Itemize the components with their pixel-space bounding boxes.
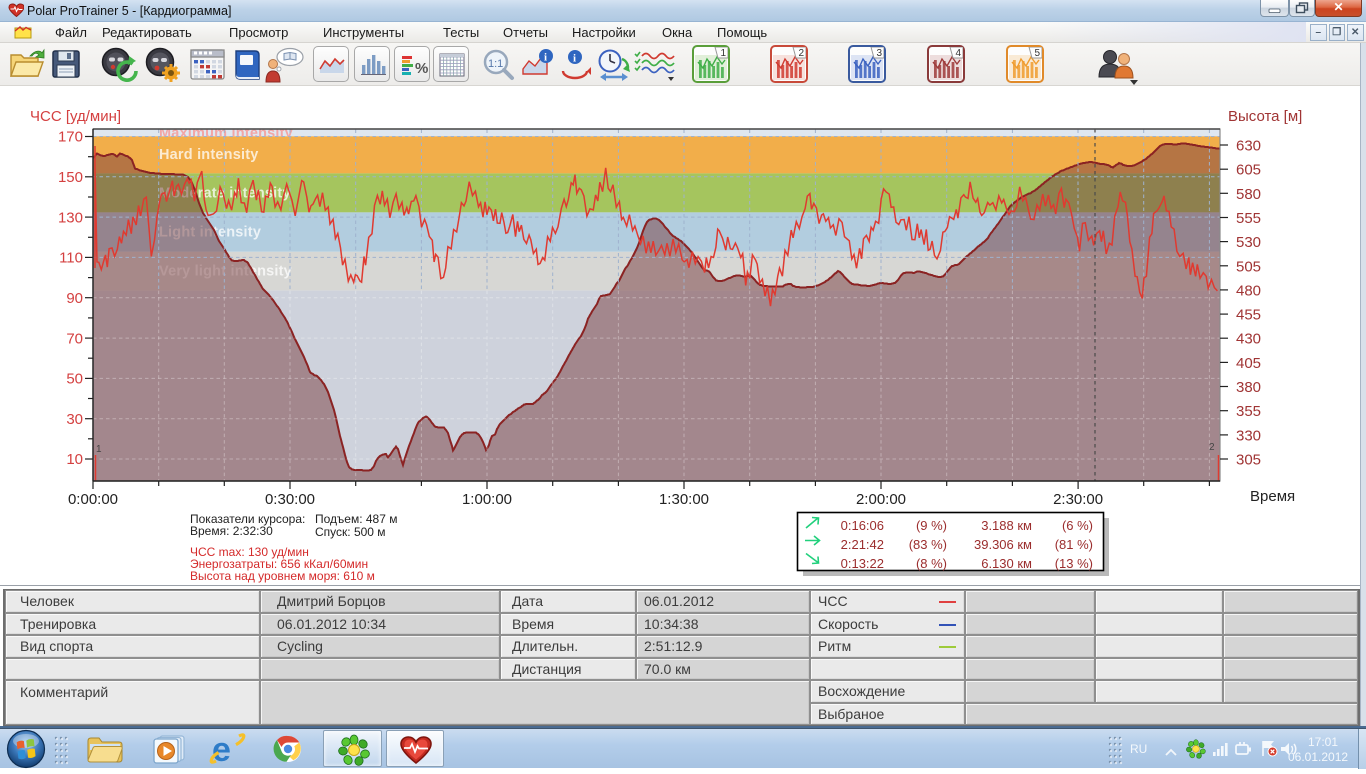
svg-text:3.188 км: 3.188 км	[981, 518, 1032, 533]
svg-text:0:30:00: 0:30:00	[265, 491, 315, 508]
svg-text:Время: Время	[1250, 488, 1295, 505]
svg-text:e: e	[212, 732, 231, 766]
svg-text:Высота [м]: Высота [м]	[1228, 108, 1302, 125]
svg-text:1: 1	[721, 48, 727, 59]
svg-text:2: 2	[1209, 442, 1215, 453]
svg-text:2:30:00: 2:30:00	[1053, 491, 1103, 508]
svg-text:30: 30	[66, 411, 83, 428]
svg-text:i: i	[544, 52, 547, 64]
svg-text:630: 630	[1236, 138, 1261, 155]
svg-text:Энергозатраты: 656 кКал/60мин: Энергозатраты: 656 кКал/60мин	[190, 557, 368, 571]
svg-text:Maximum intensity: Maximum intensity	[159, 126, 293, 142]
svg-text:4: 4	[956, 48, 962, 59]
svg-text:(13 %): (13 %)	[1055, 556, 1093, 571]
svg-text:170: 170	[58, 129, 83, 146]
svg-text:Высота над уровнем моря: 610 м: Высота над уровнем моря: 610 м	[190, 569, 375, 583]
svg-text:5: 5	[1035, 48, 1041, 59]
svg-text:%: %	[415, 60, 428, 77]
svg-text:3: 3	[877, 48, 883, 59]
svg-text:555: 555	[1236, 210, 1261, 227]
svg-text:1:30:00: 1:30:00	[659, 491, 709, 508]
svg-text:0:13:22: 0:13:22	[841, 556, 884, 571]
svg-text:i: i	[573, 53, 576, 65]
svg-text:330: 330	[1236, 427, 1261, 444]
svg-text:ЧСС [уд/мин]: ЧСС [уд/мин]	[30, 108, 121, 125]
svg-text:10: 10	[66, 451, 83, 468]
svg-text:2: 2	[799, 48, 805, 59]
svg-text:(9 %): (9 %)	[916, 518, 947, 533]
svg-text:1: 1	[96, 444, 102, 455]
svg-text:530: 530	[1236, 234, 1261, 251]
svg-text:Показатели курсора:: Показатели курсора:	[190, 512, 305, 526]
svg-text:ЧСС max: 130 уд/мин: ЧСС max: 130 уд/мин	[190, 545, 309, 559]
svg-text:70: 70	[66, 330, 83, 347]
svg-text:0:00:00: 0:00:00	[68, 491, 118, 508]
svg-text:110: 110	[59, 250, 83, 267]
svg-text:455: 455	[1236, 307, 1261, 324]
svg-text:Подъем: 487 м: Подъем: 487 м	[315, 512, 397, 526]
svg-text:1:1: 1:1	[488, 58, 503, 70]
svg-text:0:16:06: 0:16:06	[841, 518, 884, 533]
svg-text:Hard intensity: Hard intensity	[159, 147, 259, 163]
svg-text:2:21:42: 2:21:42	[841, 537, 884, 552]
svg-text:39.306 км: 39.306 км	[974, 537, 1032, 552]
svg-text:380: 380	[1236, 379, 1261, 396]
svg-text:(81 %): (81 %)	[1055, 537, 1093, 552]
svg-text:Время: 2:32:30: Время: 2:32:30	[190, 524, 273, 538]
svg-text:305: 305	[1236, 452, 1261, 469]
svg-text:2:00:00: 2:00:00	[856, 491, 906, 508]
svg-text:355: 355	[1236, 403, 1261, 420]
svg-text:50: 50	[66, 371, 83, 388]
svg-text:405: 405	[1236, 355, 1261, 372]
svg-text:(6 %): (6 %)	[1062, 518, 1093, 533]
svg-text:480: 480	[1236, 282, 1261, 299]
svg-text:130: 130	[58, 209, 83, 226]
svg-text:(83 %): (83 %)	[909, 537, 947, 552]
svg-text:150: 150	[58, 169, 83, 186]
svg-text:505: 505	[1236, 258, 1261, 275]
svg-text:90: 90	[66, 290, 83, 307]
svg-text:580: 580	[1236, 186, 1261, 203]
svg-text:1:00:00: 1:00:00	[462, 491, 512, 508]
svg-text:Спуск: 500 м: Спуск: 500 м	[315, 525, 386, 539]
svg-text:(8 %): (8 %)	[916, 556, 947, 571]
svg-text:605: 605	[1236, 162, 1261, 179]
svg-text:6.130 км: 6.130 км	[981, 556, 1032, 571]
svg-text:430: 430	[1236, 331, 1261, 348]
